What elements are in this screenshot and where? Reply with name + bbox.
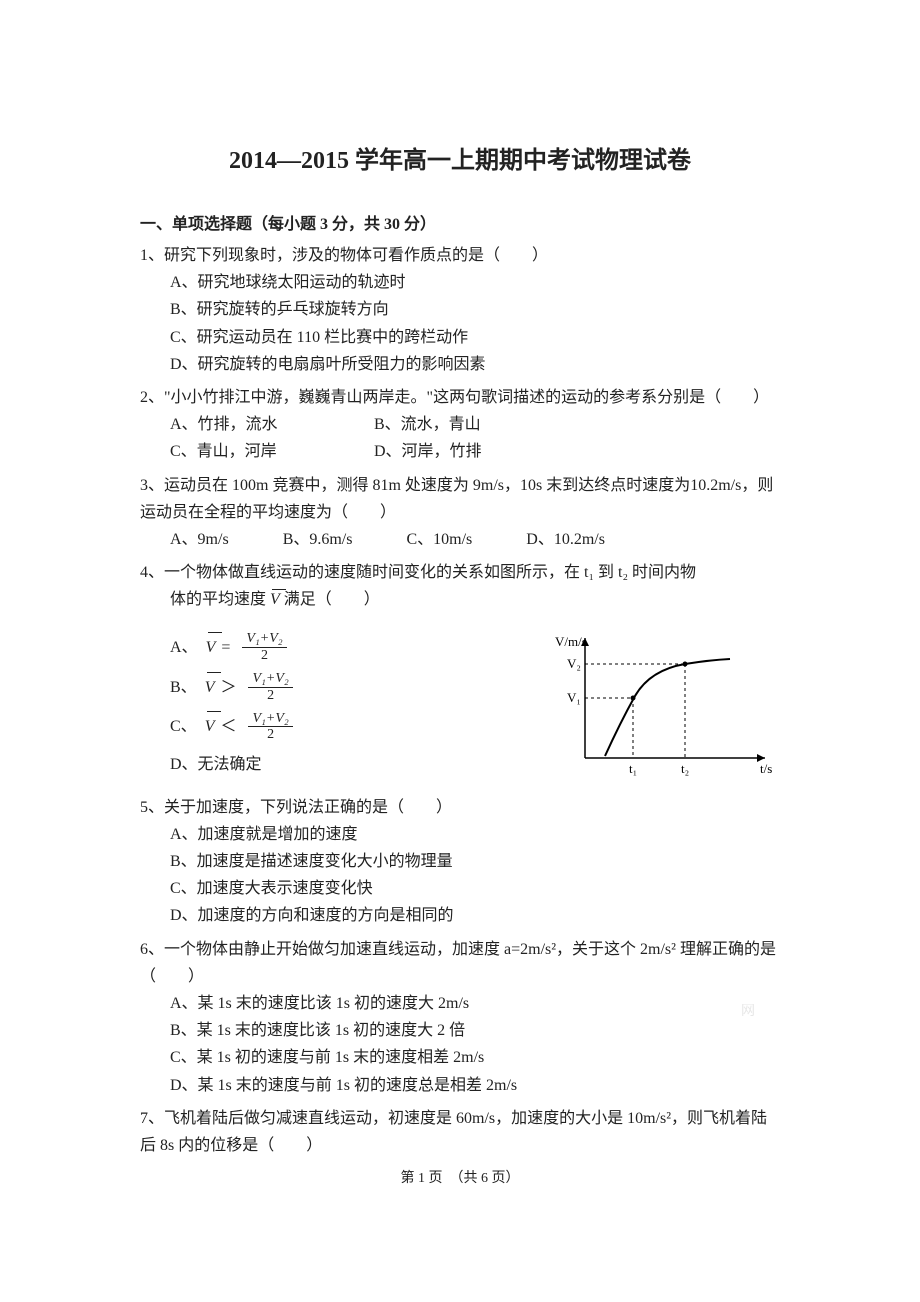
q4-t1-label: t₁	[629, 761, 637, 776]
q4-option-c: C、 V ＜ V₁+V₂2	[140, 711, 555, 743]
question-5: 5、关于加速度，下列说法正确的是（ ） A、加速度就是增加的速度 B、加速度是描…	[140, 794, 780, 930]
q6-option-d: D、某 1s 末的速度与前 1s 初的速度总是相差 2m/s	[170, 1072, 780, 1099]
q3-option-d: D、10.2m/s	[526, 526, 605, 553]
section-1-header: 一、单项选择题（每小题 3 分，共 30 分）	[140, 210, 780, 234]
q3-option-a: A、9m/s	[170, 526, 229, 553]
q1-text: 1、研究下列现象时，涉及的物体可看作质点的是（ ）	[140, 242, 780, 269]
exam-title: 2014—2015 学年高一上期期中考试物理试卷	[140, 140, 780, 175]
q2-option-a: A、竹排，流水	[170, 411, 370, 438]
q4-option-b: B、 V ＞ V₁+V₂2	[140, 671, 555, 703]
question-4: 4、一个物体做直线运动的速度随时间变化的关系如图所示，在 t₁ 到 t₂ 时间内…	[140, 559, 780, 788]
q1-option-c: C、研究运动员在 110 栏比赛中的跨栏动作	[170, 324, 780, 351]
q4-text1: 4、一个物体做直线运动的速度随时间变化的关系如图所示，在 t₁ 到 t₂ 时间内…	[140, 559, 780, 586]
q4-option-a: A、 V = V₁+V₂2	[140, 631, 555, 663]
q4-t2-label: t₂	[681, 761, 689, 776]
q3-text: 3、运动员在 100m 竞赛中，测得 81m 处速度为 9m/s，10s 末到达…	[140, 472, 780, 526]
question-6: 6、一个物体由静止开始做匀加速直线运动，加速度 a=2m/s²，关于这个 2m/…	[140, 936, 780, 1099]
q1-option-b: B、研究旋转的乒乓球旋转方向	[170, 296, 780, 323]
question-7: 7、飞机着陆后做匀减速直线运动，初速度是 60m/s，加速度的大小是 10m/s…	[140, 1105, 780, 1159]
page-footer: 第 1 页 （共 6 页）	[0, 1167, 920, 1187]
q1-option-a: A、研究地球绕太阳运动的轨迹时	[170, 269, 780, 296]
q5-option-a: A、加速度就是增加的速度	[170, 821, 780, 848]
q2-text: 2、"小小竹排江中游，巍巍青山两岸走。"这两句歌词描述的运动的参考系分别是（ ）	[140, 384, 780, 411]
question-2: 2、"小小竹排江中游，巍巍青山两岸走。"这两句歌词描述的运动的参考系分别是（ ）…	[140, 384, 780, 466]
q5-option-d: D、加速度的方向和速度的方向是相同的	[170, 902, 780, 929]
q3-option-b: B、9.6m/s	[283, 526, 353, 553]
q4-option-d: D、无法确定	[140, 751, 555, 778]
q6-option-c: C、某 1s 初的速度与前 1s 末的速度相差 2m/s	[170, 1044, 780, 1071]
watermark: 网	[741, 1000, 755, 1020]
q2-option-d: D、河岸，竹排	[374, 438, 574, 465]
q4-xlabel: t/s	[760, 761, 772, 776]
q4-ylabel: V/m/s	[555, 634, 587, 649]
q3-option-c: C、10m/s	[406, 526, 472, 553]
q4-graph: V/m/s V₂ V₁ t₁ t₂ t/s	[555, 623, 780, 787]
q2-option-b: B、流水，青山	[374, 411, 574, 438]
q5-option-b: B、加速度是描述速度变化大小的物理量	[170, 848, 780, 875]
q7-text: 7、飞机着陆后做匀减速直线运动，初速度是 60m/s，加速度的大小是 10m/s…	[140, 1105, 780, 1159]
q1-option-d: D、研究旋转的电扇扇叶所受阻力的影响因素	[170, 351, 780, 378]
question-3: 3、运动员在 100m 竞赛中，测得 81m 处速度为 9m/s，10s 末到达…	[140, 472, 780, 554]
q6-text: 6、一个物体由静止开始做匀加速直线运动，加速度 a=2m/s²，关于这个 2m/…	[140, 936, 780, 990]
q5-option-c: C、加速度大表示速度变化快	[170, 875, 780, 902]
q4-text2: 体的平均速度 V 满足（ ）	[140, 586, 780, 613]
q4-v1-label: V₁	[567, 690, 581, 705]
q2-option-c: C、青山，河岸	[170, 438, 370, 465]
q6-option-b: B、某 1s 末的速度比该 1s 初的速度大 2 倍	[170, 1017, 780, 1044]
question-1: 1、研究下列现象时，涉及的物体可看作质点的是（ ） A、研究地球绕太阳运动的轨迹…	[140, 242, 780, 378]
q5-text: 5、关于加速度，下列说法正确的是（ ）	[140, 794, 780, 821]
q6-option-a: A、某 1s 末的速度比该 1s 初的速度大 2m/s	[170, 990, 780, 1017]
q4-v2-label: V₂	[567, 656, 581, 671]
